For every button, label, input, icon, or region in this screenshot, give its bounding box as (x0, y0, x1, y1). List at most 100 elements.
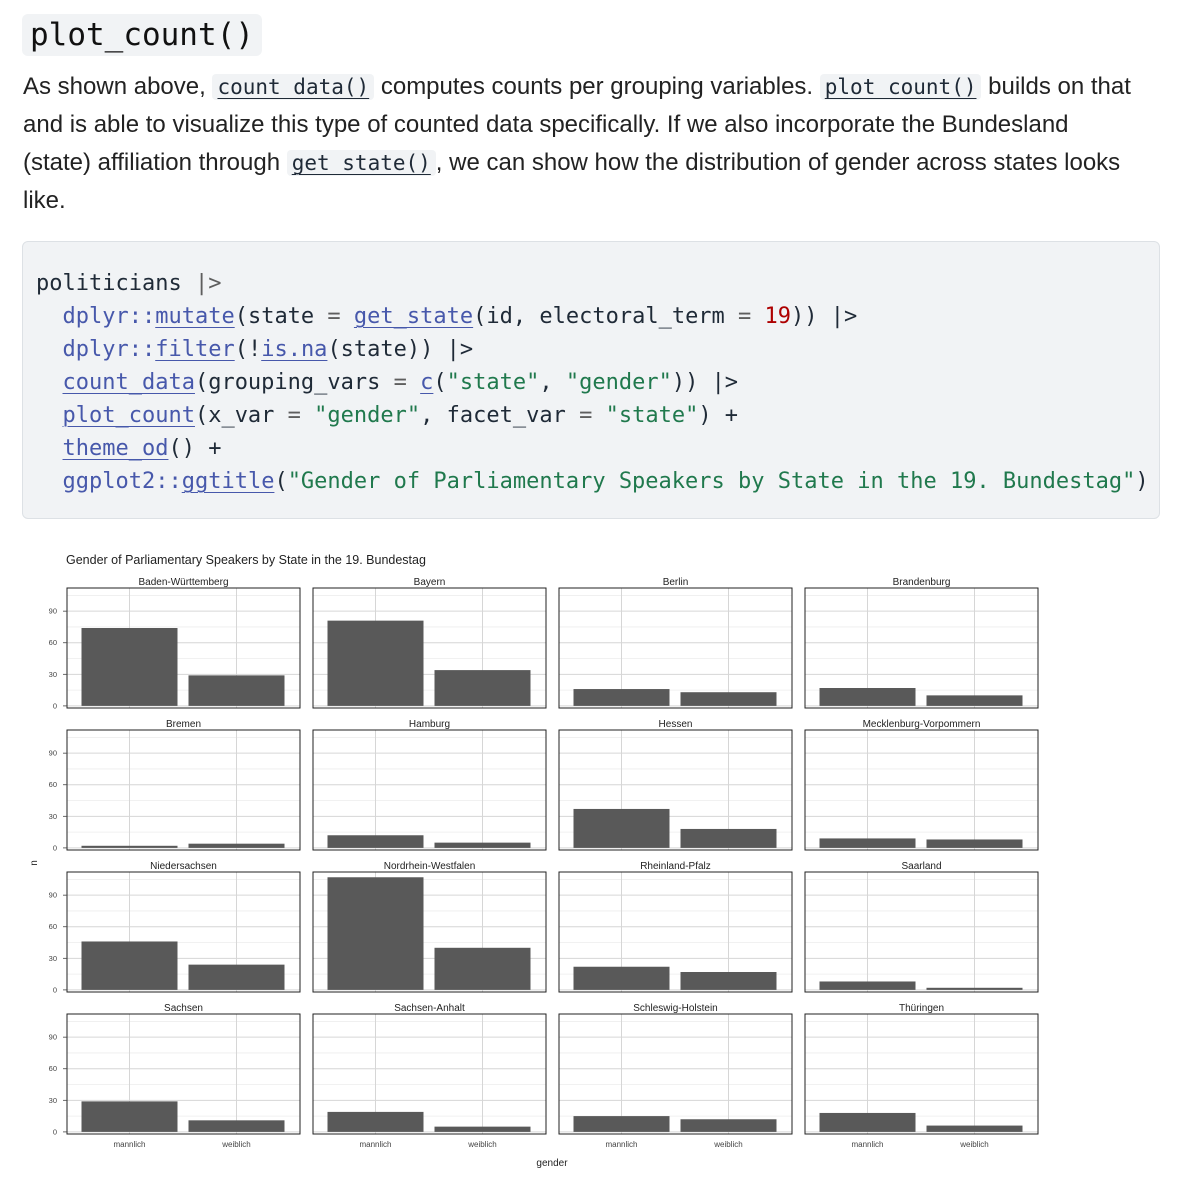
bar (573, 689, 670, 706)
x-tick-label: weiblich (713, 1140, 742, 1149)
bar (434, 842, 531, 848)
paragraph-text: , we can show how the distribution of ge… (23, 149, 1121, 214)
bar (327, 1111, 424, 1132)
facet-label: Niedersachsen (150, 861, 217, 872)
y-tick-label: 90 (49, 607, 57, 616)
count-data-code-link[interactable]: count_data (62, 370, 195, 395)
panel-border (558, 1013, 793, 1135)
section-heading: plot_count() (22, 14, 262, 56)
panel-border (804, 729, 1039, 851)
y-tick-label: 90 (49, 891, 57, 900)
get-state-link[interactable]: get_state() (286, 150, 436, 176)
panel-border (312, 871, 547, 993)
panel-border (312, 729, 547, 851)
facet-label: Mecklenburg-Vorpommern (863, 719, 981, 730)
facet-label: Bremen (166, 719, 201, 730)
facet-panel (805, 730, 1038, 850)
code-line-5: plot_count(x_var = "gender", facet_var =… (62, 403, 739, 428)
panel-border (66, 587, 301, 709)
y-tick-label: 0 (53, 701, 57, 710)
c-link[interactable]: c (420, 370, 434, 395)
bar (926, 695, 1023, 706)
x-tick-label: mannlich (851, 1140, 883, 1149)
panel-border (66, 729, 301, 851)
bar (819, 981, 916, 990)
panel-border (804, 1013, 1039, 1135)
code-line-1: politicians |> (36, 271, 222, 296)
x-tick-label: mannlich (113, 1140, 145, 1149)
mutate-link[interactable]: mutate (155, 304, 235, 329)
bar (434, 947, 531, 990)
code-line-4: count_data(grouping_vars = c("state", "g… (62, 370, 739, 395)
get-state-code-link[interactable]: get_state (353, 304, 474, 329)
count-data-link[interactable]: count_data() (212, 74, 375, 100)
y-tick-label: 60 (49, 1064, 57, 1073)
code-line-2: dplyr::mutate(state = get_state(id, elec… (62, 304, 858, 329)
code-line-3: dplyr::filter(!is.na(state)) |> (62, 337, 474, 362)
plot-count-code-link[interactable]: plot_count (62, 403, 195, 428)
facet-label: Berlin (663, 577, 689, 588)
panel-border (804, 871, 1039, 993)
code-line-6: theme_od() + (62, 436, 222, 461)
panel-border (558, 871, 793, 993)
facet-label: Bayern (414, 577, 446, 588)
y-tick-label: 90 (49, 1033, 57, 1042)
panel-border (66, 1013, 301, 1135)
bar (926, 987, 1023, 990)
y-tick-label: 60 (49, 780, 57, 789)
y-tick-label: 30 (49, 812, 57, 821)
facet-label: Hessen (659, 719, 693, 730)
facet-label: Sachsen-Anhalt (394, 1003, 465, 1014)
bar (819, 688, 916, 706)
filter-link[interactable]: filter (155, 337, 235, 362)
is-na-link[interactable]: is.na (261, 337, 328, 362)
bar (680, 692, 777, 706)
facet-panel (559, 1014, 792, 1134)
facet-panel (805, 872, 1038, 992)
y-tick-label: 0 (53, 985, 57, 994)
y-tick-label: 90 (49, 749, 57, 758)
bar (680, 972, 777, 990)
bar (434, 1126, 531, 1132)
paragraph-text: As shown above, (23, 73, 213, 100)
x-tick-label: mannlich (605, 1140, 637, 1149)
bar (81, 941, 178, 990)
panel-border (804, 587, 1039, 709)
bar (188, 675, 285, 706)
y-tick-label: 0 (53, 1127, 57, 1136)
paragraph-text: builds on that and is able to visualize … (23, 73, 1131, 176)
facet-panel (313, 730, 546, 850)
bar (573, 808, 670, 848)
bar (188, 1120, 285, 1132)
panel-border (312, 587, 547, 709)
bar (81, 845, 178, 848)
facet-label: Sachsen (164, 1003, 203, 1014)
bar (926, 1125, 1023, 1132)
theme-od-link[interactable]: theme_od (62, 436, 169, 461)
y-axis-label: n (29, 860, 40, 866)
facet-label: Saarland (901, 861, 941, 872)
y-tick-label: 60 (49, 922, 57, 931)
code-content: politicians |> dplyr::mutate(state = get… (36, 267, 1149, 498)
y-tick-label: 30 (49, 954, 57, 963)
bar (680, 1119, 777, 1132)
facet-panel (67, 730, 300, 850)
x-tick-label: weiblich (221, 1140, 250, 1149)
facet-panel (559, 588, 792, 708)
bar (188, 843, 285, 848)
intro-paragraph: As shown above, count_data() computes co… (23, 68, 1143, 220)
bar (81, 628, 178, 706)
panel-border (558, 587, 793, 709)
x-tick-label: weiblich (959, 1140, 988, 1149)
bar (434, 670, 531, 706)
plot-count-link[interactable]: plot_count() (819, 74, 982, 100)
facet-label: Thüringen (899, 1003, 944, 1014)
facet-label: Baden-Württemberg (138, 577, 228, 588)
bar (327, 620, 424, 706)
code-line-7: ggplot2::ggtitle("Gender of Parliamentar… (62, 469, 1149, 494)
bar (573, 1116, 670, 1132)
facet-label: Rheinland-Pfalz (640, 861, 711, 872)
ggtitle-link[interactable]: ggtitle (181, 469, 275, 494)
bar (327, 877, 424, 990)
bar (926, 839, 1023, 848)
